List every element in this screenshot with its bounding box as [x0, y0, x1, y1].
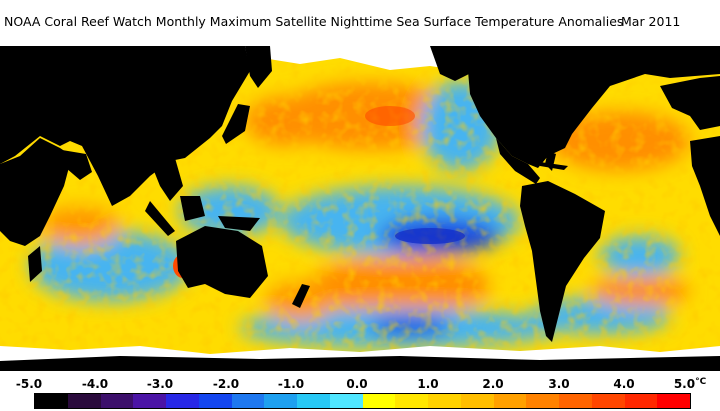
- map-date: Mar 2011: [621, 14, 681, 29]
- anomaly-cold-east-equatorial: [395, 228, 465, 244]
- legend-swatch: [231, 394, 265, 408]
- land-indochina: [150, 158, 183, 201]
- legend-unit: °C: [695, 377, 707, 387]
- legend-swatch: [559, 394, 592, 408]
- land-cuba: [540, 162, 568, 170]
- land-australia: [176, 226, 268, 298]
- land-new-zealand: [292, 284, 310, 308]
- legend-tick: -4.0: [81, 377, 109, 391]
- legend-swatch: [493, 394, 527, 408]
- legend-swatch: [362, 394, 396, 408]
- legend-tick: 1.0: [417, 377, 439, 391]
- land-antarctica: [0, 356, 720, 371]
- land-west-africa: [690, 136, 720, 236]
- land-new-guinea: [218, 216, 260, 231]
- land-india: [98, 154, 126, 196]
- legend-swatch: [133, 394, 166, 408]
- legend-swatch: [166, 394, 199, 408]
- land-arabia: [62, 150, 92, 180]
- land-masses: [0, 46, 720, 371]
- legend-swatch: [657, 394, 690, 408]
- legend-tick: -5.0: [15, 377, 43, 391]
- land-africa: [0, 138, 72, 246]
- land-borneo: [180, 196, 205, 221]
- land-europe-west: [660, 76, 720, 130]
- legend-tick: -2.0: [212, 377, 240, 391]
- legend-tick: 3.0: [548, 377, 570, 391]
- anomaly-hot-north-pacific: [365, 106, 415, 126]
- legend-tick: -1.0: [277, 377, 305, 391]
- land-mexico: [496, 138, 540, 184]
- legend-tick: 5.0: [673, 377, 696, 391]
- legend-tick: -3.0: [146, 377, 174, 391]
- land-madagascar: [28, 246, 42, 282]
- legend-swatch: [297, 394, 330, 408]
- land-alaska: [430, 46, 480, 81]
- legend-swatch: [591, 394, 625, 408]
- legend-swatch: [428, 394, 461, 408]
- land-kamchatka: [245, 46, 272, 88]
- legend-tick: 0.0: [346, 377, 368, 391]
- legend-tick: 4.0: [613, 377, 635, 391]
- legend-swatch: [526, 394, 559, 408]
- legend-swatch: [329, 394, 363, 408]
- color-legend: -5.0 -4.0 -3.0 -2.0 -1.0 0.0 1.0 2.0 3.0…: [0, 371, 720, 411]
- legend-swatch: [460, 394, 494, 408]
- land-sumatra: [145, 201, 175, 236]
- legend-tick-max: 5.0°C: [674, 377, 706, 391]
- legend-swatch: [624, 394, 658, 408]
- land-greenland: [650, 46, 720, 76]
- map-title-bar: NOAA Coral Reef Watch Monthly Maximum Sa…: [0, 0, 720, 46]
- land-japan: [222, 104, 250, 144]
- legend-swatch: [100, 394, 134, 408]
- land-north-america: [468, 46, 720, 168]
- legend-swatch: [67, 394, 101, 408]
- sst-anomaly-map: [0, 46, 720, 371]
- legend-tick: 2.0: [482, 377, 504, 391]
- legend-swatch: [264, 394, 297, 408]
- legend-swatch: [198, 394, 232, 408]
- legend-swatch: [395, 394, 428, 408]
- legend-swatch: [35, 394, 68, 408]
- map-title: NOAA Coral Reef Watch Monthly Maximum Sa…: [4, 14, 624, 29]
- legend-color-bar: [34, 393, 691, 409]
- land-south-america: [520, 181, 605, 342]
- land-eurasia: [0, 46, 250, 206]
